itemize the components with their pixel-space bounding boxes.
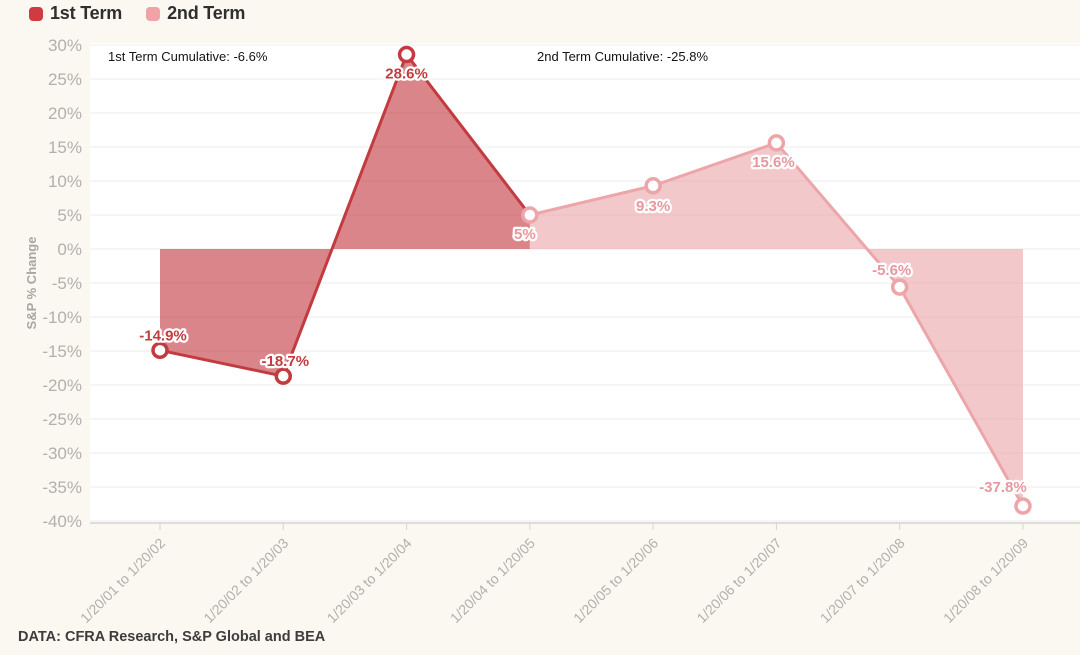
legend-label-2nd-term: 2nd Term [167, 3, 246, 23]
svg-text:5%: 5% [57, 206, 82, 225]
svg-text:1/20/05 to 1/20/06: 1/20/05 to 1/20/06 [570, 535, 661, 626]
y-axis-title: S&P % Change [24, 237, 39, 330]
point-labels: -14.9% -18.7% 28.6% 5% 9.3% 15.6% -5.6% -37.8% [137, 63, 1029, 498]
legend-item-2nd-term[interactable]: 2nd Term [146, 3, 245, 24]
svg-text:15.6%: 15.6% [752, 154, 795, 171]
svg-text:20%: 20% [48, 104, 82, 123]
svg-text:1/20/03 to 1/20/04: 1/20/03 to 1/20/04 [324, 535, 415, 626]
svg-text:0%: 0% [57, 240, 82, 259]
legend-swatch-1st-term [29, 6, 43, 21]
chart-legend: 1st Term 2nd Term [29, 3, 245, 24]
svg-text:30%: 30% [48, 36, 82, 55]
svg-text:1/20/07 to 1/20/08: 1/20/07 to 1/20/08 [817, 535, 908, 626]
svg-text:1/20/08 to 1/20/09: 1/20/08 to 1/20/09 [940, 535, 1031, 626]
svg-text:-14.9%: -14.9% [139, 327, 187, 344]
svg-text:-10%: -10% [42, 308, 82, 327]
annotation-first-term-cumulative: 1st Term Cumulative: -6.6% [108, 49, 268, 64]
point-markers [151, 45, 1032, 515]
svg-text:-5%: -5% [52, 274, 82, 293]
svg-text:1/20/02 to 1/20/03: 1/20/02 to 1/20/03 [200, 535, 291, 626]
svg-text:-37.8%: -37.8% [979, 479, 1027, 496]
svg-text:-35%: -35% [42, 478, 82, 497]
svg-text:15%: 15% [48, 138, 82, 157]
svg-text:10%: 10% [48, 172, 82, 191]
svg-text:-40%: -40% [42, 512, 82, 531]
y-tick-labels: 30% 25% 20% 15% 10% 5% 0% -5% -10% -15% -20% -25% -3… [42, 36, 82, 531]
svg-text:-20%: -20% [42, 376, 82, 395]
svg-text:1/20/04 to 1/20/05: 1/20/04 to 1/20/05 [447, 535, 538, 626]
legend-label-1st-term: 1st Term [50, 3, 123, 23]
legend-item-1st-term[interactable]: 1st Term [29, 3, 122, 24]
x-axis [90, 522, 1080, 530]
svg-text:28.6%: 28.6% [385, 66, 428, 83]
svg-text:5%: 5% [514, 226, 536, 243]
svg-text:1/20/01 to 1/20/02: 1/20/01 to 1/20/02 [77, 535, 168, 626]
svg-text:9.3%: 9.3% [636, 198, 670, 215]
svg-text:-15%: -15% [42, 342, 82, 361]
svg-text:-5.6%: -5.6% [872, 262, 911, 279]
legend-swatch-2nd-term [146, 6, 161, 21]
data-source: DATA: CFRA Research, S&P Global and BEA [18, 629, 326, 645]
svg-text:-25%: -25% [42, 410, 82, 429]
svg-text:1/20/06 to 1/20/07: 1/20/06 to 1/20/07 [693, 535, 784, 626]
svg-text:-30%: -30% [42, 444, 82, 463]
svg-text:-18.7%: -18.7% [262, 353, 310, 370]
svg-text:25%: 25% [48, 70, 82, 89]
x-tick-labels: 1/20/01 to 1/20/02 1/20/02 to 1/20/03 1/20… [77, 535, 1031, 626]
annotation-second-term-cumulative: 2nd Term Cumulative: -25.8% [537, 49, 709, 64]
